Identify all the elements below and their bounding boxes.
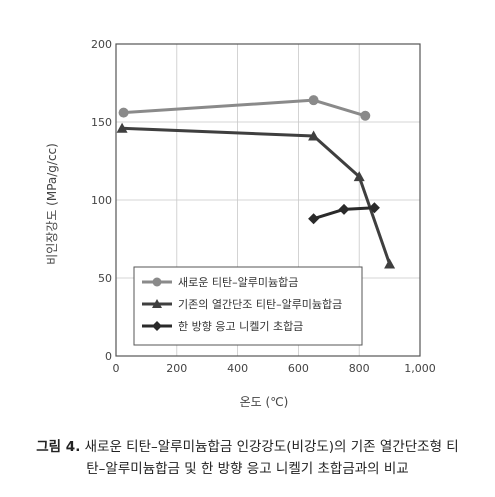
data-point-triangle (152, 299, 162, 308)
y-tick-label: 200 (91, 38, 112, 51)
y-tick-label: 100 (91, 194, 112, 207)
data-point-triangle (384, 258, 396, 269)
legend-box (133, 266, 363, 346)
y-tick-label: 50 (98, 272, 112, 285)
chart: 0 200 400 600 800 1,000 0 50 100 150 200 비인장강도 (MP… (45, 38, 436, 409)
legend-label: 새로운 티탄–알루미늄합금 (178, 275, 298, 289)
legend-item: 새로운 티탄–알루미늄합금 (142, 275, 298, 289)
data-point-circle (152, 277, 162, 287)
series-1 (118, 95, 371, 121)
x-tick-label: 0 (113, 362, 120, 375)
x-tick-label: 200 (166, 362, 187, 375)
x-tick-label: 1,000 (404, 362, 436, 375)
legend-label: 기존의 열간단조 티탄–알루미늄합금 (178, 297, 342, 311)
x-axis-title: 온도 (℃) (240, 395, 289, 409)
series-3 (308, 202, 380, 225)
data-point-circle (360, 110, 371, 121)
figure-caption: 그림 4. 새로운 티탄–알루미늄합금 인강강도(비강도)의 기존 열간단조형 … (0, 436, 495, 480)
data-point-diamond (338, 203, 350, 215)
caption-label: 그림 4. (36, 439, 81, 455)
legend-item: 한 방향 응고 니켈기 초합금 (142, 320, 303, 333)
data-point-triangle (353, 171, 365, 182)
data-point-triangle (116, 122, 128, 133)
caption-line-1: 그림 4. 새로운 티탄–알루미늄합금 인강강도(비강도)의 기존 열간단조형 … (0, 436, 495, 458)
legend-item: 기존의 열간단조 티탄–알루미늄합금 (142, 297, 342, 311)
data-point-circle (118, 107, 129, 118)
data-point-diamond (368, 202, 380, 214)
y-tick-label: 0 (105, 350, 112, 363)
x-tick-label: 800 (349, 362, 370, 375)
series-layer (116, 95, 396, 269)
legend-label: 한 방향 응고 니켈기 초합금 (178, 320, 303, 333)
plot-area (115, 43, 421, 357)
y-tick-label: 150 (91, 116, 112, 129)
series-line (123, 98, 366, 118)
caption-line-2: 탄–알루미늄합금 및 한 방향 응고 니켈기 초합금과의 비교 (86, 461, 409, 477)
axis-ticks: 0 200 400 600 800 1,000 0 50 100 150 200 (91, 38, 436, 375)
y-axis-title: 비인장강도 (MPa/g/cc) (45, 143, 59, 265)
series-2 (116, 122, 396, 269)
series-line (122, 126, 392, 265)
x-tick-label: 400 (227, 362, 248, 375)
data-point-circle (308, 95, 319, 106)
data-point-triangle (308, 130, 320, 141)
data-point-diamond (152, 321, 162, 331)
caption-text-1: 새로운 티탄–알루미늄합금 인강강도(비강도)의 기존 열간단조형 티 (84, 439, 459, 455)
data-point-diamond (308, 213, 320, 225)
x-tick-label: 600 (288, 362, 309, 375)
